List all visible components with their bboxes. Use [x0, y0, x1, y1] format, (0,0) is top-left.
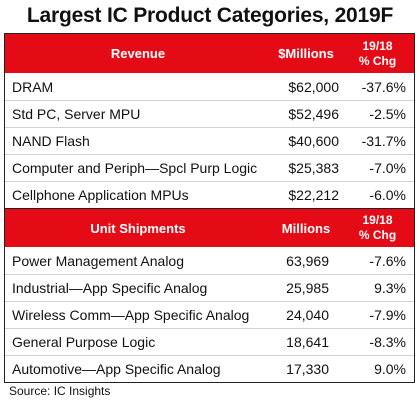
units-row-change: -7.6%: [369, 252, 406, 269]
revenue-row: Computer and Periph—Spcl Purp Logic $25,…: [5, 154, 414, 181]
source-note: Source: IC Insights: [9, 384, 111, 398]
units-row-name: Power Management Analog: [12, 252, 184, 269]
units-header-value: Millions: [281, 220, 331, 236]
revenue-row-value: $25,383: [288, 160, 339, 176]
revenue-header-change-line2: % Chg: [358, 53, 397, 68]
revenue-header-category: Revenue: [110, 46, 166, 61]
units-row: Wireless Comm—App Specific Analog 24,040…: [5, 301, 414, 328]
units-row-change: -8.3%: [369, 334, 406, 350]
units-row-name: Automotive—App Specific Analog: [12, 361, 221, 377]
units-header-category: Unit Shipments: [90, 220, 186, 236]
units-header-change: 19/18 % Chg: [341, 209, 414, 247]
revenue-row-name: Std PC, Server MPU: [12, 106, 141, 122]
revenue-row-name: NAND Flash: [12, 133, 90, 149]
units-row-value: 25,985: [286, 280, 329, 296]
revenue-header-row: Revenue $Millions 19/18 % Chg: [5, 34, 414, 73]
units-row-value: 24,040: [286, 307, 329, 323]
revenue-header-value: $Millions: [278, 46, 334, 61]
revenue-row: Cellphone Application MPUs $22,212 -6.0%: [5, 181, 414, 208]
units-row: Automotive—App Specific Analog 17,330 9.…: [5, 355, 414, 382]
units-row: Power Management Analog 63,969 -7.6%: [5, 247, 414, 274]
revenue-header-change-line1: 19/18: [362, 38, 393, 53]
revenue-row-value: $22,212: [288, 187, 339, 203]
units-row-value: 18,641: [286, 334, 329, 350]
units-row-name: General Purpose Logic: [12, 334, 156, 350]
product-categories-table: Revenue $Millions 19/18 % Chg DRAM $62,0…: [4, 33, 415, 383]
units-row-value: 17,330: [286, 361, 329, 377]
revenue-row: Std PC, Server MPU $52,496 -2.5%: [5, 100, 414, 127]
revenue-row-change: -2.5%: [369, 106, 406, 122]
revenue-header-change: 19/18 % Chg: [341, 34, 414, 73]
units-header-change-line1: 19/18: [362, 213, 393, 227]
units-row-change: 9.3%: [374, 280, 406, 296]
revenue-row-value: $62,000: [288, 78, 339, 95]
units-row-change: -7.9%: [369, 307, 406, 323]
revenue-row: DRAM $62,000 -37.6%: [5, 73, 414, 100]
units-row-name: Wireless Comm—App Specific Analog: [12, 307, 250, 323]
revenue-row-value: $40,600: [288, 133, 339, 149]
units-row-change: 9.0%: [374, 361, 406, 377]
units-row: Industrial—App Specific Analog 25,985 9.…: [5, 274, 414, 301]
units-header-change-line2: % Chg: [358, 228, 397, 242]
revenue-row-change: -37.6%: [361, 78, 406, 95]
revenue-row-change: -6.0%: [369, 187, 406, 203]
units-row-value: 63,969: [286, 252, 329, 269]
revenue-row-change: -7.0%: [369, 160, 406, 176]
units-row-name: Industrial—App Specific Analog: [12, 280, 208, 296]
units-row: General Purpose Logic 18,641 -8.3%: [5, 328, 414, 355]
revenue-row-name: Cellphone Application MPUs: [12, 187, 189, 203]
units-header-row: Unit Shipments Millions 19/18 % Chg: [5, 208, 414, 247]
revenue-row-value: $52,496: [288, 106, 339, 122]
revenue-row-name: DRAM: [12, 78, 54, 95]
table-title: Largest IC Product Categories, 2019F: [26, 4, 394, 27]
revenue-row-name: Computer and Periph—Spcl Purp Logic: [12, 160, 258, 176]
revenue-row: NAND Flash $40,600 -31.7%: [5, 127, 414, 154]
revenue-row-change: -31.7%: [361, 133, 406, 149]
